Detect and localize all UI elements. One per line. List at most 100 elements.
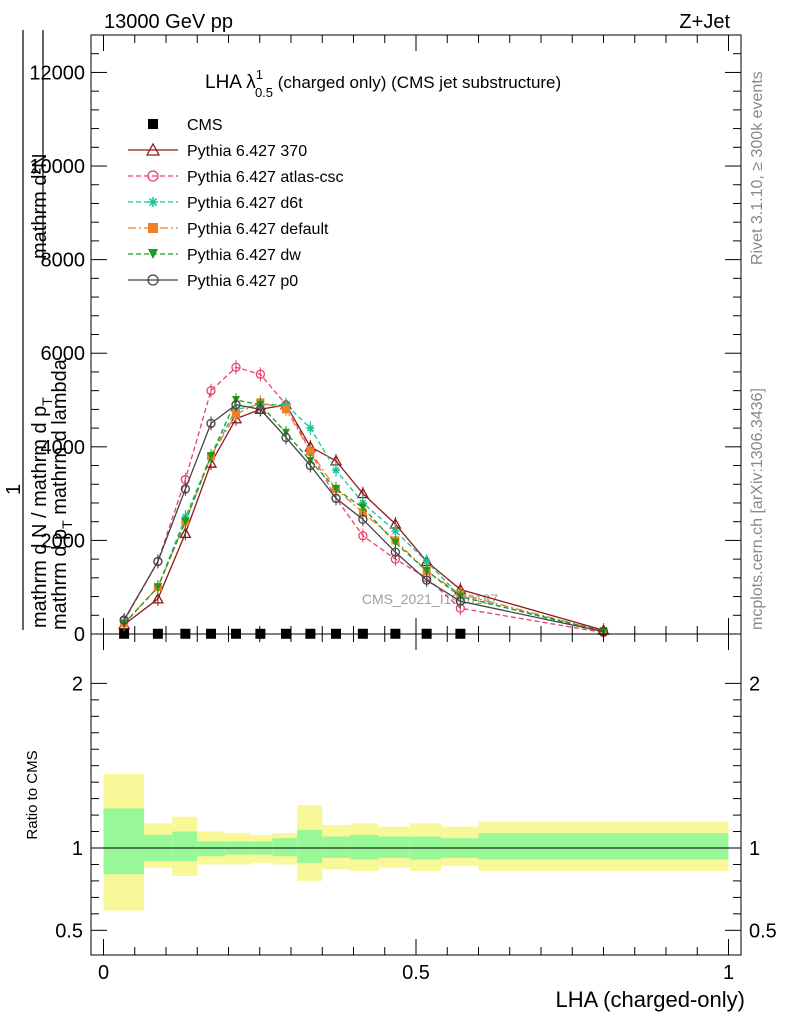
series-line — [123, 404, 604, 633]
data-point — [390, 547, 401, 557]
x-tick-label: 0 — [98, 962, 109, 984]
data-point — [148, 223, 158, 233]
energy-label: 13000 GeV pp — [104, 11, 233, 33]
main-y-axis-label: mathrm d²N mathrm d pT mathrm d lambda 1… — [3, 30, 75, 630]
legend-entry: Pythia 6.427 atlas-csc — [128, 169, 344, 186]
data-point — [332, 466, 340, 475]
data-point — [306, 447, 315, 456]
data-point — [358, 503, 367, 512]
data-point — [229, 412, 243, 424]
data-point — [153, 556, 163, 567]
data-point — [231, 400, 241, 410]
y-tick-label: 8000 — [41, 250, 86, 272]
data-point — [179, 527, 192, 539]
ratio-y-tick-label: 1 — [72, 838, 83, 860]
ratio-band-inner — [197, 841, 226, 857]
plot-title-main: LHA λ — [205, 72, 256, 93]
data-point — [147, 274, 159, 286]
ratio-band-inner — [350, 834, 379, 860]
ratio-y-tick-label-right: 2 — [749, 673, 760, 695]
ratio-band-inner — [103, 808, 145, 875]
data-point — [455, 596, 466, 606]
data-point — [282, 405, 290, 414]
ratio-plot-panel: 0.5 0.5 1 1 2 2 0 0.5 1 Ratio to CMS LHA (charge… — [24, 633, 777, 1012]
y-tick-label: 4000 — [41, 437, 86, 459]
ylabel-top: mathrm d²N — [29, 153, 51, 259]
data-point — [180, 484, 191, 494]
data-point — [151, 592, 164, 604]
data-point — [207, 452, 215, 461]
data-point — [281, 432, 291, 443]
ratio-xlabel: LHA (charged-only) — [555, 987, 745, 1012]
data-point — [331, 493, 341, 503]
ylabel-bottom-main: mathrm d N / mathrm d p — [29, 406, 51, 628]
data-point — [148, 197, 158, 207]
data-point — [148, 119, 158, 129]
ratio-y-tick-label: 2 — [72, 673, 83, 695]
data-point — [231, 362, 241, 372]
series-line — [123, 403, 604, 631]
series-line — [123, 399, 604, 632]
plot-title-sub: 0.5 — [255, 85, 273, 100]
plot-title-sup: 1 — [256, 67, 263, 82]
legend-label: Pythia 6.427 atlas-csc — [187, 169, 344, 186]
data-point — [119, 615, 129, 625]
ratio-band-inner — [322, 836, 351, 858]
legend-label: Pythia 6.427 370 — [187, 143, 307, 160]
ylabel-bottom: mathrm d N / mathrm d pT — [29, 397, 55, 628]
ratio-bands — [103, 773, 729, 911]
legend-label: CMS — [187, 117, 223, 134]
y-tick-label: 0 — [74, 624, 85, 646]
legend-entry: Pythia 6.427 default — [128, 221, 329, 238]
mcplots-label: mcplots.cern.ch [arXiv:1306.3436] — [749, 388, 766, 630]
data-point — [422, 557, 431, 566]
legend-entry: Pythia 6.427 370 — [128, 142, 307, 160]
data-point — [147, 170, 159, 182]
ratio-axis-ticks: 0.5 0.5 1 1 2 2 0 0.5 1 — [55, 634, 777, 984]
legend-entry: Pythia 6.427 d6t — [128, 195, 303, 212]
ratio-band-inner — [478, 833, 729, 860]
legend-label: Pythia 6.427 dw — [187, 247, 301, 264]
data-point — [358, 531, 368, 541]
legend-entry: Pythia 6.427 p0 — [128, 273, 298, 290]
data-point — [153, 583, 162, 592]
plot-title-rest: (charged only) (CMS jet substructure) — [273, 73, 561, 92]
ratio-band-inner — [272, 838, 298, 857]
data-point — [232, 410, 240, 419]
ylabel-one: 1 — [3, 484, 25, 495]
ylabel-bottom-sub: T — [39, 397, 55, 406]
data-point — [421, 575, 432, 585]
legend-label: Pythia 6.427 default — [187, 221, 329, 238]
legend-entry: CMS — [148, 117, 223, 134]
process-label: Z+Jet — [679, 11, 730, 33]
series-line — [123, 404, 604, 633]
series-pythia-6-427-p0 — [119, 397, 609, 639]
ratio-y-tick-label: 0.5 — [55, 920, 83, 942]
ratio-y-tick-label-right: 0.5 — [749, 920, 777, 942]
data-point — [255, 404, 266, 415]
x-tick-label: 1 — [723, 962, 734, 984]
plot-title: LHA λ1 0.5 (charged only) (CMS jet substr… — [205, 67, 561, 100]
ylabel-top-2-sub: T — [59, 520, 75, 529]
ratio-plot-frame — [90, 633, 742, 956]
ratio-band-inner — [378, 836, 410, 858]
data-point — [148, 249, 158, 259]
data-point — [391, 538, 400, 547]
data-point — [422, 566, 431, 575]
ylabel-top-3: mathrm d lambda — [49, 358, 71, 520]
ratio-y-tick-label-right: 1 — [749, 838, 760, 860]
ylabel-top-2: mathrm d pT mathrm d lambda — [49, 358, 75, 630]
ratio-band-inner — [297, 829, 323, 863]
ylabel-top-2-main: mathrm d p — [49, 529, 71, 630]
data-point — [145, 142, 161, 156]
y-tick-label: 12000 — [29, 62, 85, 84]
data-point — [206, 386, 216, 396]
y-tick-label: 6000 — [41, 343, 86, 365]
legend-entry: Pythia 6.427 dw — [128, 247, 301, 264]
legend: CMS Pythia 6.427 370 Pythia 6.427 atlas-cs… — [128, 117, 344, 290]
y-tick-label: 2000 — [41, 530, 86, 552]
x-tick-label: 0.5 — [402, 962, 430, 984]
